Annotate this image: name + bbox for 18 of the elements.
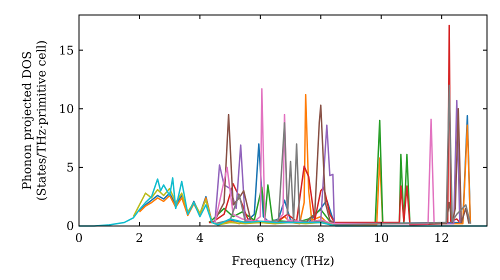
x-tick-label: 6 — [256, 231, 264, 245]
line-series — [132, 188, 334, 226]
x-tick-label: 8 — [316, 231, 325, 245]
y-tick-label: 15 — [58, 43, 74, 58]
y-tick-label: 0 — [66, 219, 74, 234]
x-tick-label: 0 — [75, 231, 83, 245]
x-tick-label: 10 — [374, 231, 389, 245]
y-tick-label: 10 — [58, 102, 74, 116]
y-axis-title: Phonon projected DOS (States/THz·primitive cell) — [20, 40, 48, 201]
line-series — [214, 84, 472, 226]
x-axis-title: Frequency (THz) — [232, 254, 334, 268]
line-series — [78, 177, 488, 227]
x-tick-label: 4 — [196, 231, 204, 245]
y-tick-label: 5 — [66, 160, 74, 175]
line-series — [208, 24, 461, 226]
x-tick-label: 12 — [434, 231, 450, 245]
x-tick-label: 2 — [136, 231, 144, 245]
line-series — [214, 88, 435, 224]
